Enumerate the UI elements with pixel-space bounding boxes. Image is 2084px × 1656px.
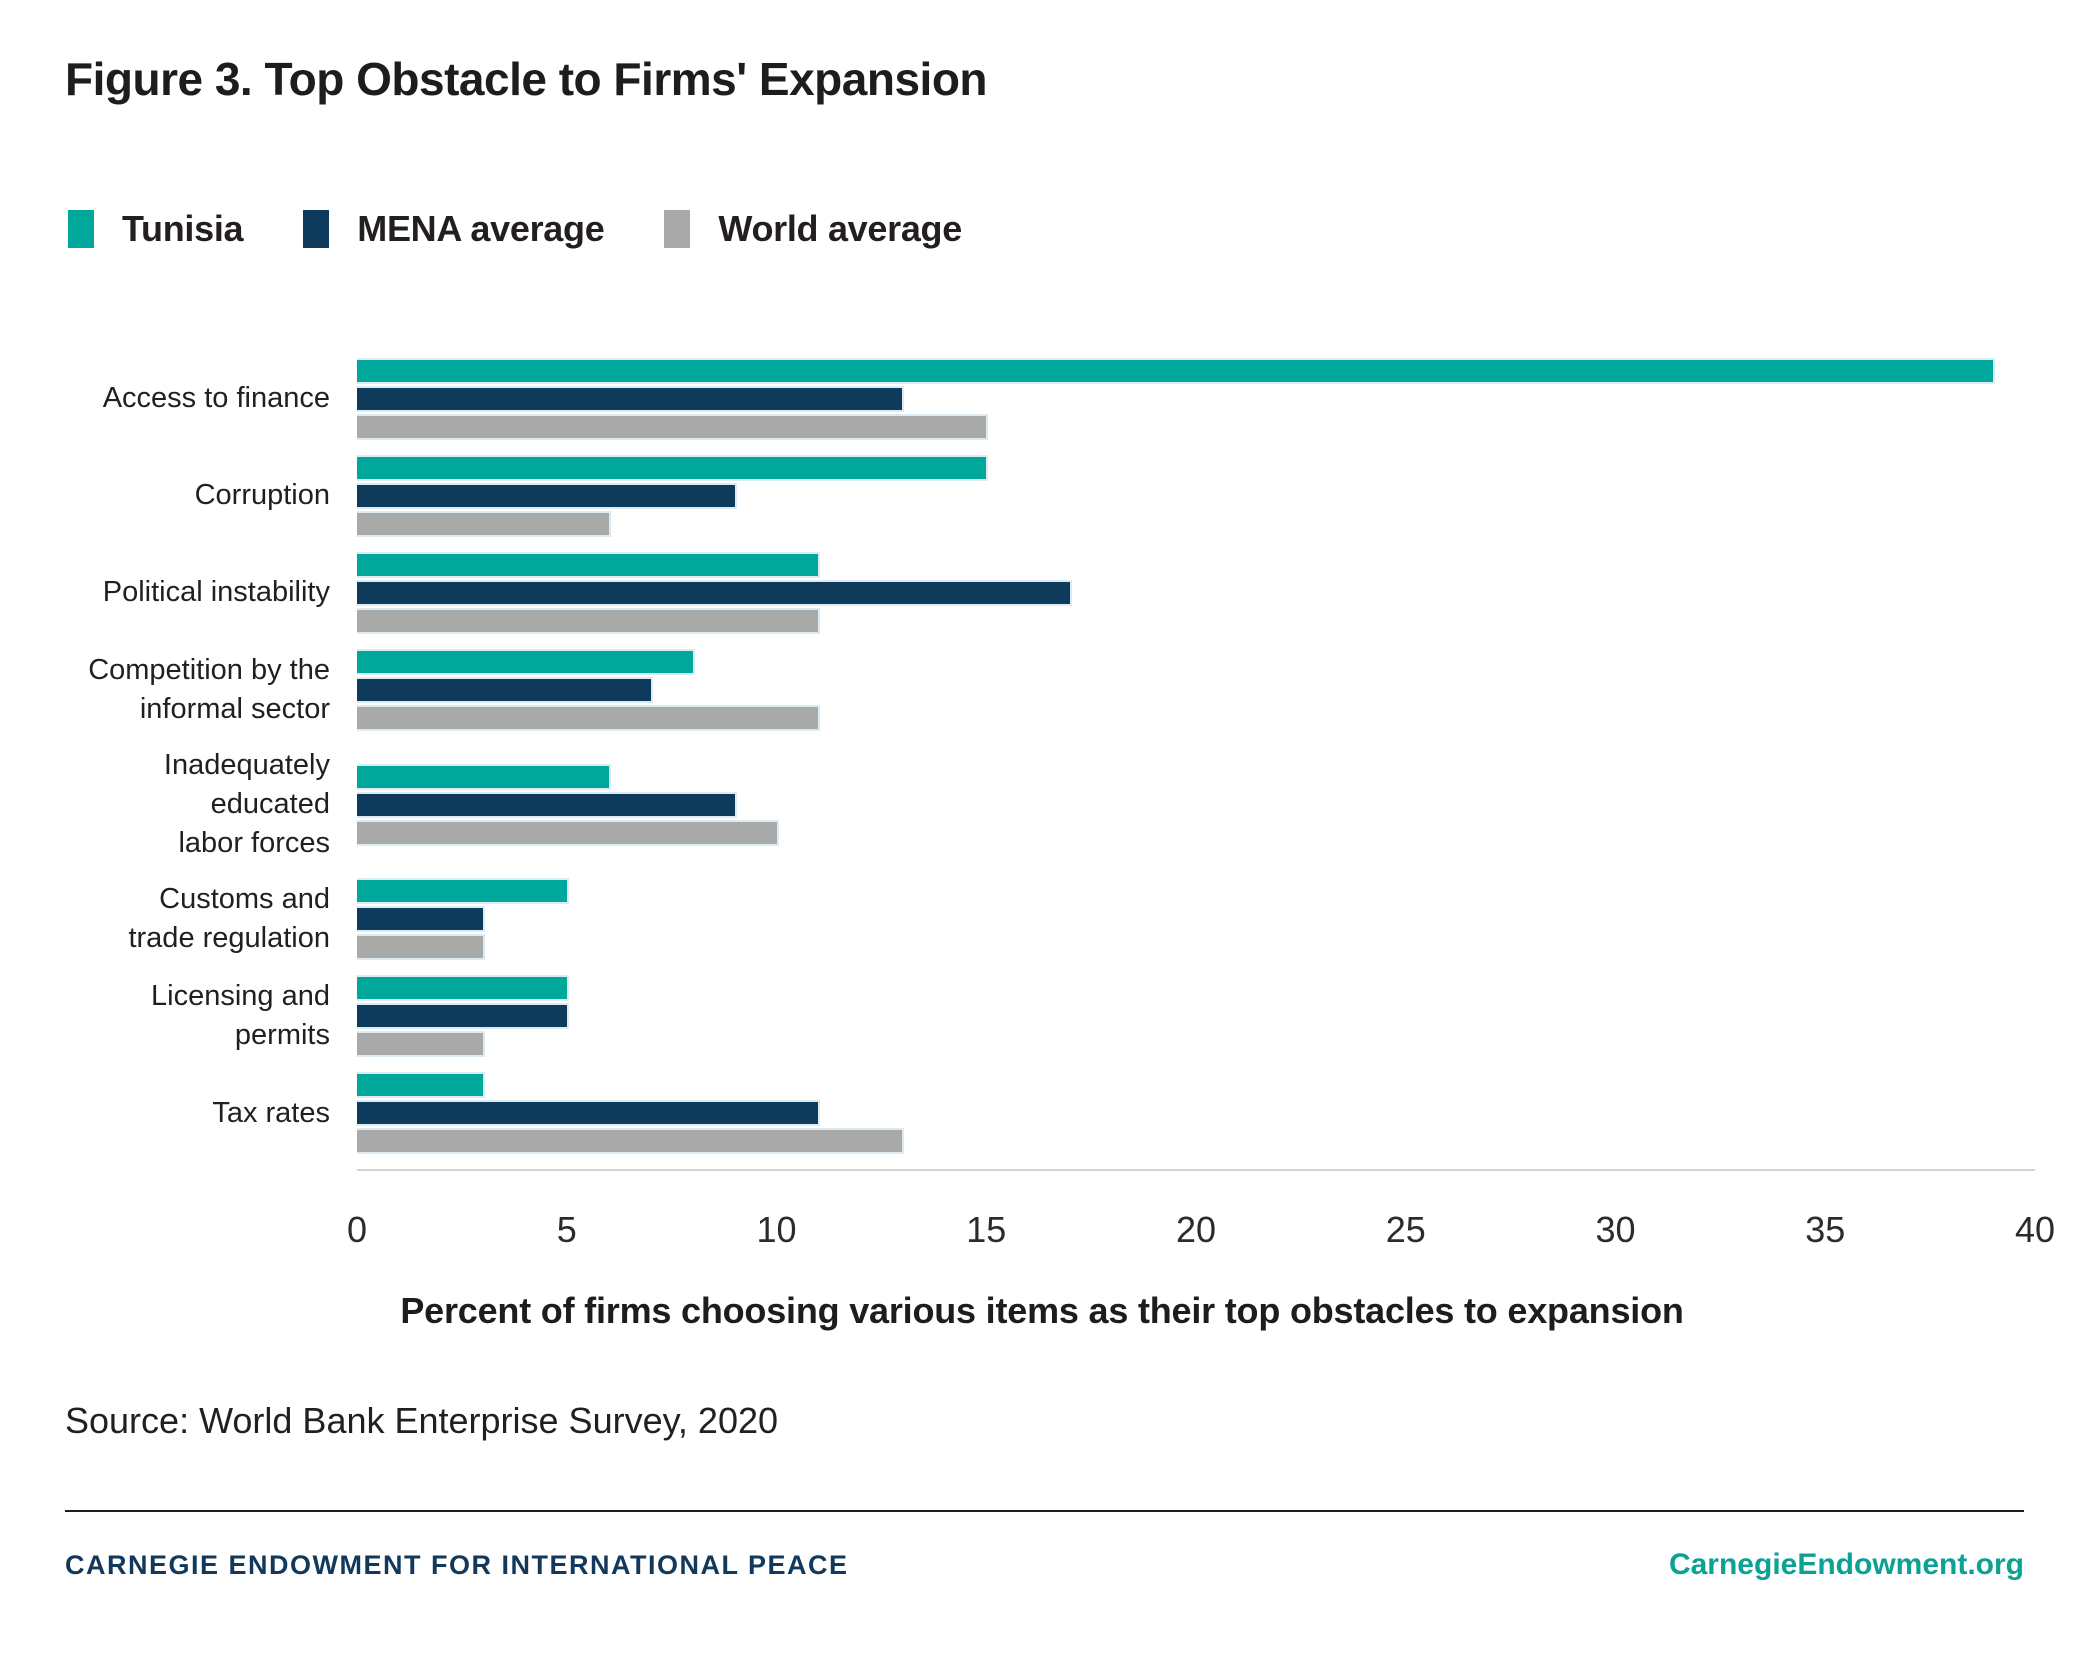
figure-title: Figure 3. Top Obstacle to Firms' Expansi… — [65, 53, 988, 105]
axis-spacer — [65, 1169, 357, 1251]
legend-label: Tunisia — [122, 208, 244, 249]
legend-swatch — [664, 210, 691, 248]
legend: Tunisia MENA average World average — [68, 208, 962, 250]
bar-group: Inadequately educated labor forces — [65, 746, 2035, 863]
bar-tunisia — [357, 455, 989, 481]
bar-mena-average — [357, 1100, 821, 1127]
bar-group: Political instability — [65, 552, 2035, 634]
x-tick-label: 35 — [1805, 1209, 1846, 1251]
bar-stack — [357, 358, 2035, 440]
x-axis-ticks: 0 5 10 15 20 25 30 35 40 — [347, 1169, 2055, 1251]
x-tick-label: 15 — [966, 1209, 1007, 1251]
category-label: Political instability — [102, 576, 330, 609]
footer-org-name: CARNEGIE ENDOWMENT FOR INTERNATIONAL PEA… — [65, 1549, 849, 1580]
bar-stack — [357, 878, 2035, 961]
bar-tunisia — [357, 649, 695, 675]
category-label: Licensing and permits — [151, 980, 330, 1052]
footer-website-link[interactable]: CarnegieEndowment.org — [1668, 1548, 2024, 1581]
bar-stack — [357, 552, 2035, 634]
bar-mena-average — [357, 791, 737, 818]
bar-stack — [357, 649, 2035, 731]
bar-world-average — [357, 414, 989, 440]
bar-group: Customs and trade regulation — [65, 878, 2035, 961]
bar-mena-average — [357, 386, 905, 412]
bar-world-average — [357, 705, 821, 731]
bar-mena-average — [357, 580, 1073, 606]
bar-world-average — [357, 511, 611, 537]
bar-groups: Access to finance Corruption Political ins… — [65, 358, 2035, 1155]
source-note: Source: World Bank Enterprise Survey, 20… — [65, 1400, 779, 1441]
x-tick-label: 10 — [756, 1209, 797, 1251]
legend-swatch — [68, 210, 94, 248]
category-label: Inadequately educated labor forces — [163, 749, 330, 860]
x-tick-label: 40 — [2014, 1209, 2056, 1251]
bar-tunisia — [357, 763, 611, 790]
legend-label: World average — [718, 208, 962, 249]
x-axis: 0 5 10 15 20 25 30 35 40 — [65, 1169, 2055, 1251]
bar-group: Corruption — [65, 455, 2035, 537]
bar-group: Tax rates — [65, 1072, 2035, 1155]
legend-swatch — [303, 210, 330, 248]
bar-mena-average — [357, 906, 485, 933]
bar-tunisia — [357, 975, 569, 1002]
x-tick-label: 25 — [1385, 1209, 1426, 1251]
bar-group: Licensing and permits — [65, 975, 2035, 1058]
category-label: Tax rates — [212, 1096, 330, 1129]
x-tick-label: 30 — [1595, 1209, 1636, 1251]
bar-tunisia — [357, 552, 821, 578]
bar-stack — [357, 455, 2035, 537]
legend-item: World average — [664, 208, 962, 250]
x-tick-label: 5 — [556, 1209, 577, 1251]
footer: CARNEGIE ENDOWMENT FOR INTERNATIONAL PEA… — [65, 1548, 2024, 1582]
bar-world-average — [357, 1031, 485, 1058]
bar-stack — [357, 1072, 2035, 1155]
bar-group: Competition by the informal sector — [65, 649, 2035, 731]
bar-world-average — [357, 819, 779, 846]
bar-world-average — [357, 934, 485, 961]
bar-world-average — [357, 1128, 905, 1155]
category-label: Competition by the informal sector — [88, 653, 330, 725]
bar-tunisia — [357, 878, 569, 905]
bar-mena-average — [357, 1003, 569, 1030]
bar-tunisia — [357, 358, 1996, 384]
x-tick-label: 20 — [1175, 1209, 1217, 1251]
x-tick-label: 0 — [346, 1209, 368, 1251]
footer-divider — [65, 1510, 2024, 1512]
legend-item: Tunisia — [68, 208, 244, 250]
bar-group: Access to finance — [65, 358, 2035, 440]
bar-stack — [357, 763, 2035, 846]
legend-label: MENA average — [357, 208, 605, 249]
bar-chart: Access to finance Corruption Political ins… — [65, 358, 2055, 1251]
category-label: Access to finance — [102, 382, 330, 415]
x-axis-label: Percent of firms choosing various items … — [400, 1290, 1684, 1331]
bar-tunisia — [357, 1072, 485, 1099]
legend-item: MENA average — [303, 208, 605, 250]
category-label: Corruption — [194, 479, 330, 512]
bar-stack — [357, 975, 2035, 1058]
bar-world-average — [357, 608, 821, 634]
bar-mena-average — [357, 677, 653, 703]
bar-mena-average — [357, 483, 737, 509]
category-label: Customs and trade regulation — [128, 883, 330, 955]
